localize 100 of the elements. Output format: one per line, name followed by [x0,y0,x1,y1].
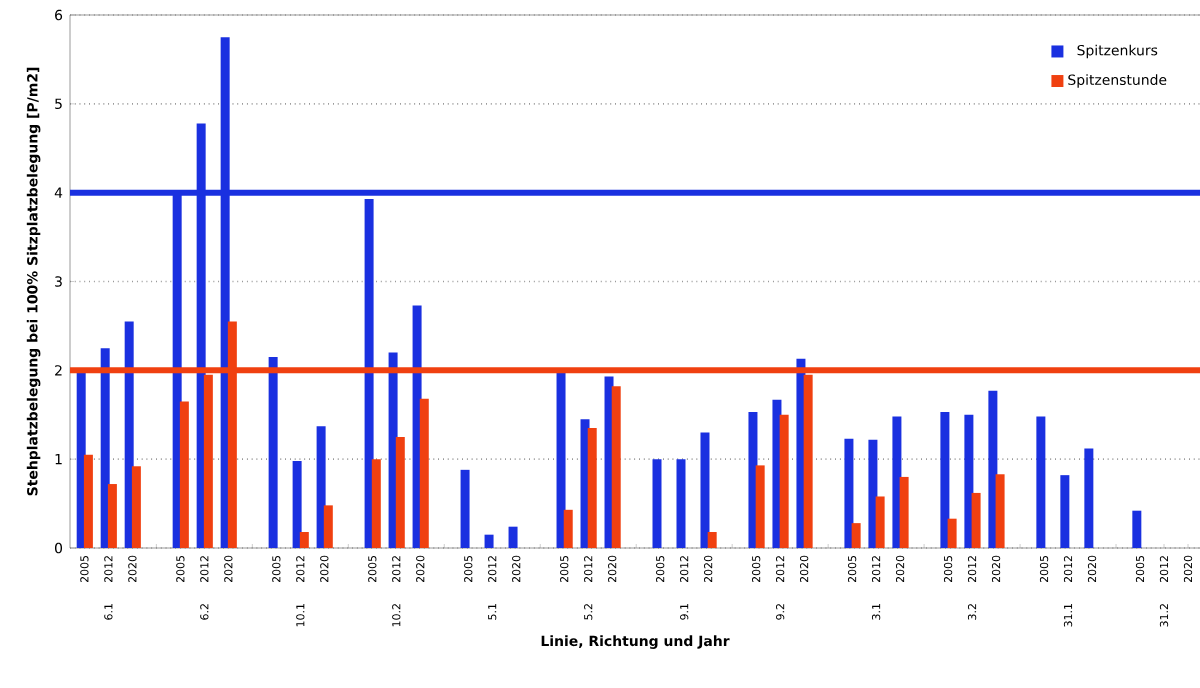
bar [1060,475,1070,548]
legend-label: Spitzenstunde [1068,74,1167,88]
x-tick-label: 2005 [560,555,569,583]
x-tick-label: 2005 [368,555,377,583]
y-tick-label: 4 [54,187,63,198]
bar [484,534,494,548]
x-tick-label: 2012 [1063,556,1073,583]
bar [107,484,117,548]
bar [292,460,302,548]
x-tick-label: 2005 [1135,555,1145,583]
bar [851,523,861,548]
bar [556,370,566,548]
y-tick-label: 5 [55,98,62,109]
bar [844,438,854,548]
x-tick-label: 2020 [799,555,809,583]
bar [868,439,878,548]
bar [779,414,789,548]
bar [803,374,813,548]
x-tick-label: 2005 [943,555,953,583]
bar [971,492,981,548]
x-tick-label: 2012 [680,556,689,583]
text: 5.1 [488,604,497,620]
x-tick-label: 2012 [104,556,113,583]
bar [676,459,686,548]
y-tick-label: 3 [55,276,62,287]
bar [1132,510,1142,548]
bar [964,414,974,548]
x-tick-label: 2020 [895,555,905,583]
text: 31.2 [1159,604,1169,627]
text: 6.1 [104,604,113,620]
bar [419,398,429,548]
bar [707,532,717,548]
x-tick-label: 2012 [488,556,497,583]
x-tick-label: 2020 [1183,555,1193,583]
text: 5.2 [584,604,593,620]
y-tick-label: 0 [54,542,63,554]
x-tick-label: 2012 [392,556,401,583]
x-tick-label: 2020 [608,555,617,583]
bar [892,416,902,548]
y-axis-title: Stehplatzbelegung bei 100% Sitzplatzbelegung [P/m2] [26,67,41,496]
x-tick-label: 2020 [416,555,425,583]
x-tick-label: 2005 [80,555,89,583]
bar [755,465,765,548]
bar [316,426,326,548]
x-tick-label: 2012 [1159,556,1169,583]
bar [1084,448,1094,548]
y-tick-label: 6 [55,9,63,21]
x-tick-label: 2005 [176,555,185,583]
text: 3.2 [967,604,977,620]
bar [371,459,381,548]
bar [899,476,909,548]
bar [268,357,278,548]
x-axis-title: Linie, Richtung und Jahr [541,635,730,649]
bar [131,466,141,548]
text: 10.2 [392,604,401,627]
x-tick-label: 2005 [464,555,473,583]
bar [1036,416,1046,548]
bar [988,390,998,548]
bar [563,509,573,548]
x-tick-label: 2020 [320,555,329,583]
x-tick-label: 2020 [224,555,233,583]
bar [460,469,470,548]
x-tick-label: 2012 [871,556,881,583]
x-tick-label: 2020 [512,555,521,583]
bar [508,526,518,548]
bar [587,428,597,548]
bar [395,436,405,548]
bar [940,412,950,548]
text: 9.2 [775,604,785,620]
x-tick-label: 2020 [1087,555,1097,583]
bar [611,386,621,548]
x-tick-label: 2005 [847,555,857,583]
x-tick-label: 2012 [967,556,977,583]
y-tick-label: 1 [55,454,62,465]
bar [748,412,758,548]
bar [299,532,309,548]
text: 6.2 [200,604,209,620]
text: 3.1 [871,604,881,620]
bar [652,459,662,548]
x-tick-label: 2005 [272,555,281,583]
text: 9.1 [680,604,689,620]
x-tick-label: 2005 [656,555,665,583]
x-tick-label: 2012 [775,556,785,583]
bar [179,401,189,548]
x-tick-label: 2005 [752,555,761,583]
y-tick-label: 2 [55,365,62,376]
bar [875,496,885,548]
x-tick-label: 2012 [296,556,305,583]
x-tick-label: 2020 [704,555,713,583]
bar [323,505,333,548]
x-tick-label: 2012 [200,556,209,583]
bar [83,454,93,548]
bar [100,348,110,548]
x-tick-label: 2020 [991,555,1001,583]
x-tick-label: 2005 [1039,555,1049,583]
text: 10.1 [296,604,305,627]
bar [364,198,374,548]
x-tick-label: 2020 [128,555,137,583]
bar [203,374,213,548]
bar [700,432,710,548]
